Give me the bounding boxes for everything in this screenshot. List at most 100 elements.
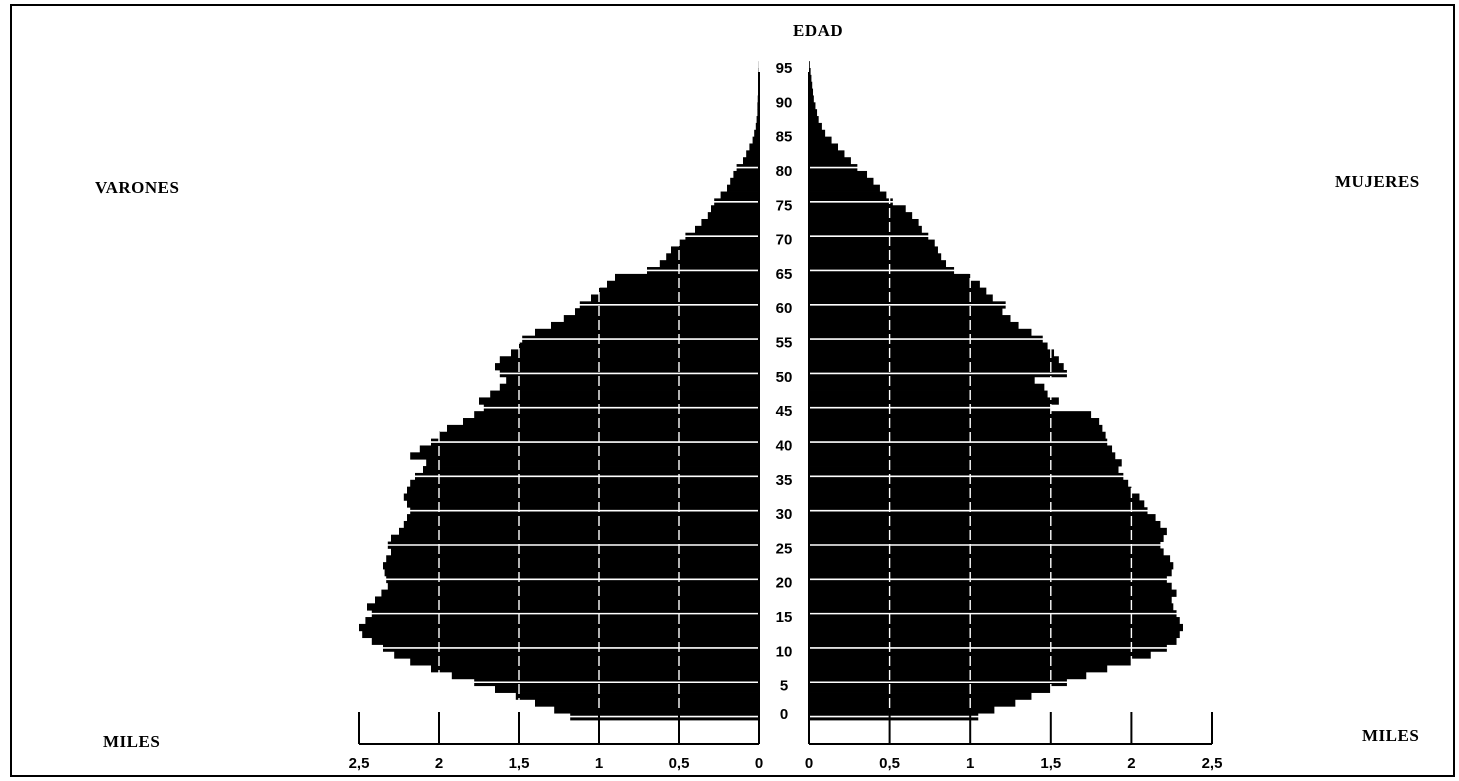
bar-male-age-28 [403, 520, 759, 529]
bar-female-age-57 [809, 321, 1019, 330]
age-tick-80: 80 [776, 163, 793, 180]
age-tick-40: 40 [776, 437, 793, 454]
bar-female-age-78 [809, 177, 874, 186]
x-tick-label-female-1: 0,5 [879, 755, 900, 772]
bar-female-age-62 [809, 287, 987, 295]
bar-female-age-22 [809, 562, 1174, 570]
bar-male-age-23 [386, 555, 759, 563]
bar-female-age-76 [809, 191, 887, 199]
bar-male-age-46 [479, 397, 759, 405]
bar-female-age-48 [809, 383, 1045, 391]
x-tick-label-female-0: 0 [805, 755, 813, 772]
bar-female-age-34 [809, 479, 1129, 488]
bar-male-age-12 [362, 630, 759, 639]
bar-male-age-54 [519, 342, 759, 350]
bar-female-age-63 [809, 280, 980, 289]
bar-male-age-81 [743, 157, 759, 165]
bar-male-age-79 [733, 170, 759, 179]
bar-male-age-27 [399, 527, 759, 536]
x-tick-label-male-3: 1 [595, 755, 603, 772]
bar-male-age-6 [451, 671, 759, 680]
bar-male-age-85 [754, 129, 759, 138]
left-unit-label: MILES [103, 732, 161, 751]
bar-male-age-72 [701, 218, 759, 227]
bar-female-age-84 [809, 136, 832, 144]
age-tick-30: 30 [776, 506, 793, 523]
bar-female-age-61 [809, 294, 993, 302]
bar-male-age-71 [695, 225, 759, 234]
bar-male-age-87 [756, 116, 759, 124]
bar-female-age-26 [809, 534, 1164, 542]
bar-female-age-7 [809, 665, 1108, 673]
bar-male-age-21 [384, 569, 759, 577]
bar-male-age-69 [679, 239, 759, 247]
bar-male-age-42 [447, 424, 759, 433]
bar-male-age-14 [365, 617, 759, 625]
bar-female-age-43 [809, 418, 1100, 426]
bar-male-age-19 [387, 582, 759, 590]
bar-male-age-44 [474, 411, 759, 419]
bar-female-age-36 [809, 466, 1119, 474]
bar-female-age-42 [809, 424, 1103, 433]
bar-female-age-46 [809, 397, 1059, 405]
bar-female-age-41 [809, 431, 1106, 440]
bar-female-age-82 [809, 150, 845, 158]
age-tick-60: 60 [776, 300, 793, 317]
age-tick-25: 25 [776, 540, 793, 557]
bar-male-age-24 [391, 548, 759, 556]
bar-female-age-93 [809, 74, 812, 83]
bar-female-age-81 [809, 157, 851, 165]
bar-male-age-83 [749, 143, 759, 151]
bar-male-age-1 [554, 706, 759, 714]
bar-female-age-37 [809, 459, 1122, 467]
bar-female-age-38 [809, 452, 1116, 460]
bar-male-age-67 [666, 253, 759, 261]
bar-female-age-6 [809, 671, 1087, 680]
bar-female-age-47 [809, 390, 1048, 398]
bar-male-age-16 [367, 603, 759, 611]
bar-male-age-59 [575, 308, 759, 316]
age-tick-75: 75 [776, 197, 793, 214]
age-tick-55: 55 [776, 335, 793, 352]
bar-female-age-58 [809, 315, 1011, 323]
bar-male-age-43 [463, 418, 759, 426]
bar-female-age-9 [809, 651, 1151, 659]
bar-male-age-4 [495, 685, 759, 693]
bar-male-age-3 [515, 692, 759, 700]
bar-male-age-11 [371, 637, 759, 645]
bar-female-age-51 [809, 363, 1064, 371]
age-tick-50: 50 [776, 369, 793, 386]
bar-female-age-64 [809, 273, 971, 282]
bar-female-age-27 [809, 527, 1167, 536]
bar-female-age-71 [809, 225, 922, 234]
bar-male-age-74 [711, 205, 759, 213]
bar-female-age-95 [809, 61, 810, 69]
bar-female-age-90 [809, 95, 814, 103]
age-tick-70: 70 [776, 232, 793, 249]
bar-female-age-24 [809, 548, 1164, 556]
bar-male-age-73 [707, 212, 759, 220]
bar-female-age-52 [809, 356, 1059, 364]
right-unit-label: MILES [1362, 726, 1420, 745]
bar-male-age-31 [407, 500, 759, 508]
age-tick-10: 10 [776, 643, 793, 660]
bar-female-age-66 [809, 260, 947, 268]
males-label: VARONES [95, 178, 180, 197]
bar-male-age-34 [410, 479, 759, 488]
x-tick-label-female-5: 2,5 [1202, 755, 1223, 772]
bar-female-age-79 [809, 170, 868, 179]
bar-female-age-3 [809, 692, 1032, 700]
bar-male-age-33 [407, 486, 759, 494]
x-tick-label-male-2: 1,5 [509, 755, 530, 772]
bar-female-age-17 [809, 596, 1172, 604]
bar-female-age-16 [809, 603, 1174, 611]
bar-male-age-66 [659, 260, 759, 268]
bar-female-age-91 [809, 88, 814, 96]
bar-female-age-13 [809, 623, 1183, 632]
bar-male-age-52 [499, 356, 759, 364]
x-tick-label-male-1: 2 [435, 755, 443, 772]
x-tick-label-female-4: 2 [1127, 755, 1135, 772]
bar-male-age-76 [720, 191, 759, 199]
bar-male-age-68 [671, 246, 759, 254]
